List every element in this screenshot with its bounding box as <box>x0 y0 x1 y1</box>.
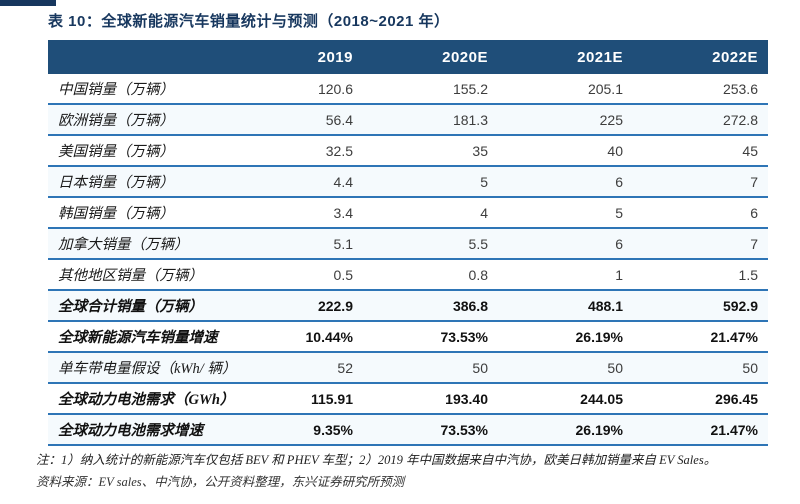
table-row: 日本销量（万辆） 4.4 5 6 7 <box>48 166 768 198</box>
row-value: 120.6 <box>248 74 363 105</box>
row-value: 73.53% <box>363 414 498 446</box>
row-value: 0.8 <box>363 259 498 291</box>
row-value: 115.91 <box>248 383 363 415</box>
row-value: 0.5 <box>248 259 363 291</box>
row-value: 5 <box>498 197 633 229</box>
row-value: 6 <box>498 166 633 198</box>
row-label: 单车带电量假设（kWh/ 辆） <box>48 352 248 384</box>
row-value: 5.1 <box>248 228 363 260</box>
row-value: 155.2 <box>363 74 498 105</box>
row-label: 全球动力电池需求增速 <box>48 414 248 446</box>
row-value: 4.4 <box>248 166 363 198</box>
footnote-source: 资料来源：EV sales、中汽协，公开资料整理，东兴证券研究所预测 <box>36 474 405 489</box>
row-value: 1.5 <box>633 259 768 291</box>
table-row: 全球动力电池需求增速 9.35% 73.53% 26.19% 21.47% <box>48 414 768 446</box>
row-value: 592.9 <box>633 290 768 322</box>
table-body: 中国销量（万辆） 120.6 155.2 205.1 253.6 欧洲销量（万辆） 56.4… <box>48 74 768 446</box>
table-row: 全球动力电池需求（GWh） 115.91 193.40 244.05 296.45 <box>48 383 768 415</box>
row-value: 35 <box>363 135 498 167</box>
row-value: 488.1 <box>498 290 633 322</box>
row-value: 50 <box>498 352 633 384</box>
row-value: 73.53% <box>363 321 498 353</box>
row-value: 296.45 <box>633 383 768 415</box>
row-value: 244.05 <box>498 383 633 415</box>
row-value: 5.5 <box>363 228 498 260</box>
header-cell-2019: 2019 <box>248 40 363 74</box>
row-value: 6 <box>498 228 633 260</box>
row-value: 21.47% <box>633 321 768 353</box>
row-value: 193.40 <box>363 383 498 415</box>
table-row: 其他地区销量（万辆） 0.5 0.8 1 1.5 <box>48 259 768 291</box>
header-cell-empty <box>48 40 248 74</box>
row-value: 9.35% <box>248 414 363 446</box>
row-value: 7 <box>633 166 768 198</box>
row-value: 40 <box>498 135 633 167</box>
row-label: 全球合计销量（万辆） <box>48 290 248 322</box>
row-value: 52 <box>248 352 363 384</box>
row-label: 加拿大销量（万辆） <box>48 228 248 260</box>
table-row: 韩国销量（万辆） 3.4 4 5 6 <box>48 197 768 229</box>
table-row: 单车带电量假设（kWh/ 辆） 52 50 50 50 <box>48 352 768 384</box>
row-value: 45 <box>633 135 768 167</box>
table-header: 2019 2020E 2021E 2022E <box>48 40 768 74</box>
table-row: 加拿大销量（万辆） 5.1 5.5 6 7 <box>48 228 768 260</box>
row-value: 386.8 <box>363 290 498 322</box>
table-row: 欧洲销量（万辆） 56.4 181.3 225 272.8 <box>48 104 768 136</box>
row-value: 253.6 <box>633 74 768 105</box>
footnote-note: 注：1）纳入统计的新能源汽车仅包括 BEV 和 PHEV 车型；2）2019 年… <box>36 453 717 467</box>
row-value: 21.47% <box>633 414 768 446</box>
table-row: 全球新能源汽车销量增速 10.44% 73.53% 26.19% 21.47% <box>48 321 768 353</box>
row-value: 222.9 <box>248 290 363 322</box>
row-label: 韩国销量（万辆） <box>48 197 248 229</box>
row-value: 26.19% <box>498 414 633 446</box>
row-value: 5 <box>363 166 498 198</box>
row-label: 日本销量（万辆） <box>48 166 248 198</box>
row-value: 225 <box>498 104 633 136</box>
row-value: 6 <box>633 197 768 229</box>
row-label: 全球新能源汽车销量增速 <box>48 321 248 353</box>
row-value: 50 <box>633 352 768 384</box>
row-value: 56.4 <box>248 104 363 136</box>
row-label: 其他地区销量（万辆） <box>48 259 248 291</box>
row-value: 181.3 <box>363 104 498 136</box>
row-value: 205.1 <box>498 74 633 105</box>
row-value: 3.4 <box>248 197 363 229</box>
row-value: 4 <box>363 197 498 229</box>
row-value: 1 <box>498 259 633 291</box>
row-value: 50 <box>363 352 498 384</box>
row-value: 10.44% <box>248 321 363 353</box>
header-cell-2020e: 2020E <box>363 40 498 74</box>
table-row: 美国销量（万辆） 32.5 35 40 45 <box>48 135 768 167</box>
page-border-fragment <box>0 0 56 6</box>
table-row: 全球合计销量（万辆） 222.9 386.8 488.1 592.9 <box>48 290 768 322</box>
table-title: 表 10：全球新能源汽车销量统计与预测（2018~2021 年） <box>48 13 450 30</box>
row-label: 美国销量（万辆） <box>48 135 248 167</box>
footnotes: 注：1）纳入统计的新能源汽车仅包括 BEV 和 PHEV 车型；2）2019 年… <box>36 450 784 494</box>
row-value: 7 <box>633 228 768 260</box>
header-cell-2021e: 2021E <box>498 40 633 74</box>
row-value: 32.5 <box>248 135 363 167</box>
row-value: 272.8 <box>633 104 768 136</box>
row-label: 欧洲销量（万辆） <box>48 104 248 136</box>
table-row: 中国销量（万辆） 120.6 155.2 205.1 253.6 <box>48 74 768 105</box>
row-label: 全球动力电池需求（GWh） <box>48 383 248 415</box>
row-label: 中国销量（万辆） <box>48 74 248 105</box>
sales-forecast-table: 2019 2020E 2021E 2022E 中国销量（万辆） 120.6 155.… <box>48 40 768 446</box>
row-value: 26.19% <box>498 321 633 353</box>
header-cell-2022e: 2022E <box>633 40 768 74</box>
